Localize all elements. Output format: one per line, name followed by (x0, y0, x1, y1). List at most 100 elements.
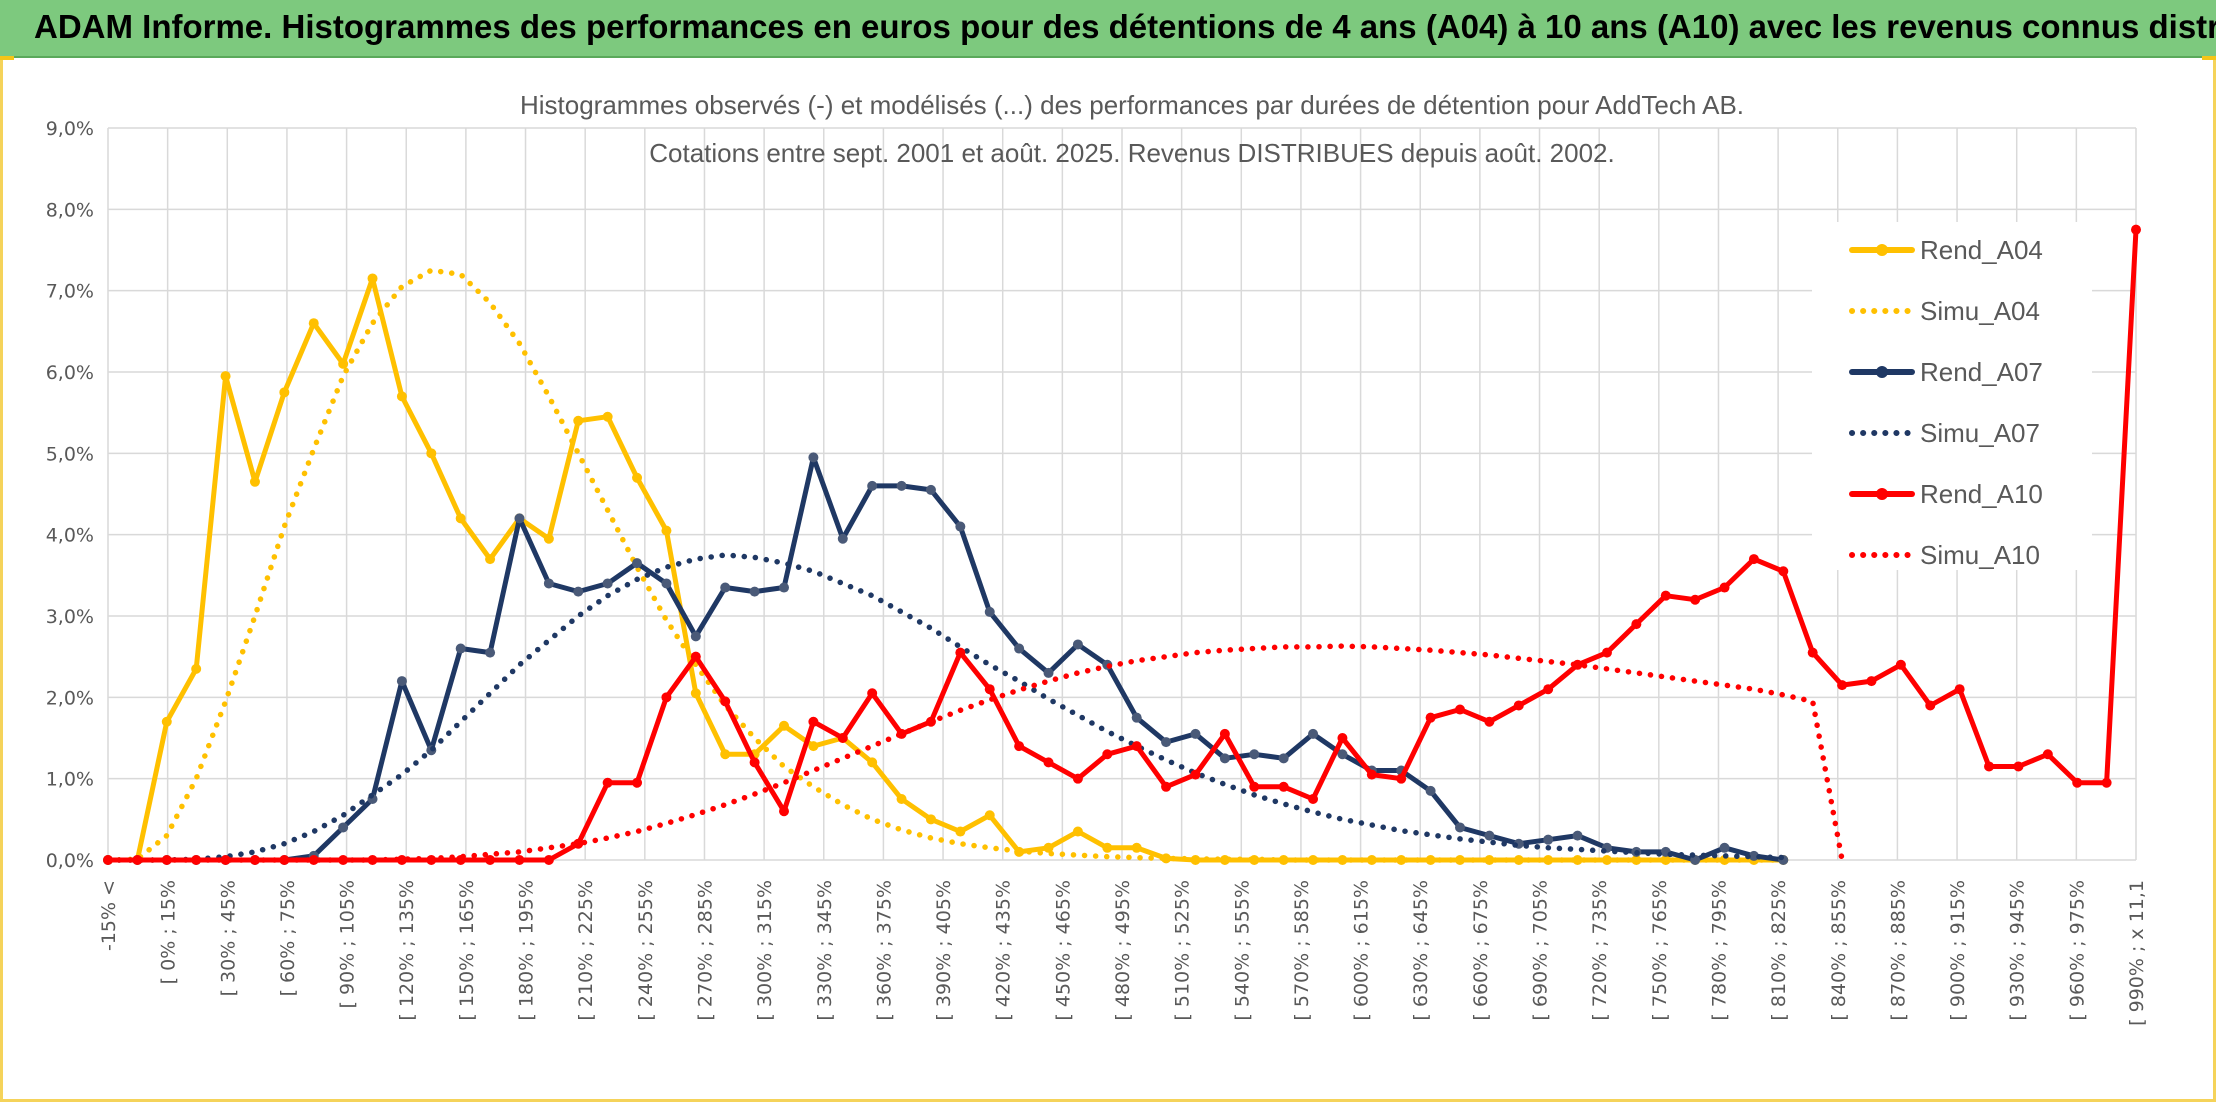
data-point (1337, 749, 1348, 760)
data-point (632, 472, 643, 483)
data-point (455, 643, 466, 654)
data-point (1337, 733, 1348, 743)
x-tick-label: [ 450% ; 465% (1052, 880, 1074, 1021)
x-tick-label: -15% < (98, 880, 120, 951)
legend-box (1812, 222, 2092, 570)
legend-entry: Rend_A07 (1920, 357, 2043, 387)
y-tick-label: 4,0% (46, 525, 94, 547)
x-tick-label: [ 270% ; 285% (694, 880, 716, 1021)
x-tick-label: [ 120% ; 135% (396, 880, 418, 1021)
data-point (220, 855, 231, 865)
x-tick-label: [ 660% ; 675% (1470, 880, 1492, 1021)
x-tick-label: [ 0% ; 15% (158, 880, 180, 984)
data-point (1131, 842, 1142, 853)
data-point (2013, 761, 2024, 772)
data-point (426, 448, 437, 459)
x-tick-label: [ 60% ; 75% (277, 880, 299, 996)
data-point (602, 777, 613, 788)
data-point (661, 525, 672, 536)
data-point (690, 688, 701, 699)
data-point (1484, 716, 1495, 727)
series-line-Rend_A04 (105, 276, 1786, 863)
data-point (1190, 728, 1201, 739)
data-point (984, 684, 995, 695)
data-point (1219, 728, 1230, 739)
data-point (925, 814, 936, 825)
x-tick-label: [ 150% ; 165% (456, 880, 478, 1021)
data-point (1043, 667, 1054, 678)
data-point (367, 273, 378, 284)
x-tick-label: [ 870% ; 885% (1887, 880, 1909, 1021)
data-point (984, 606, 995, 617)
data-point (749, 586, 760, 597)
x-tick-label: [ 180% ; 195% (516, 880, 538, 1021)
data-point (779, 582, 789, 593)
data-point (1308, 794, 1319, 804)
data-point (573, 586, 584, 597)
data-point (2072, 777, 2083, 788)
data-point (396, 676, 407, 687)
x-tick-label: [ 810% ; 825% (1768, 880, 1790, 1021)
data-point (1102, 749, 1113, 760)
x-tick-label: [ 960% ; 975% (2066, 880, 2088, 1021)
legend-entry: Rend_A04 (1920, 235, 2043, 265)
data-point (1072, 826, 1083, 837)
x-tick-label: [ 30% ; 45% (217, 880, 239, 996)
data-point (867, 480, 878, 491)
legend-entry: Rend_A10 (1920, 479, 2043, 509)
data-point (779, 806, 789, 817)
data-point (573, 415, 584, 426)
data-point (1513, 700, 1524, 711)
data-point (690, 651, 701, 662)
data-point (1014, 643, 1025, 654)
data-point (1484, 855, 1495, 865)
data-point (1249, 749, 1260, 760)
report-title: ADAM Informe. Histogrammes des performan… (34, 8, 2216, 45)
data-point (338, 822, 349, 833)
data-point (573, 838, 584, 849)
data-point (1161, 737, 1172, 748)
data-point (308, 855, 319, 865)
data-point (632, 777, 643, 788)
y-tick-label: 1,0% (46, 769, 94, 791)
x-tick-label: [ 240% ; 255% (635, 880, 657, 1021)
x-tick-label: [ 780% ; 795% (1708, 880, 1730, 1021)
x-tick-label: [ 510% ; 525% (1172, 880, 1194, 1021)
corner-accent (0, 56, 14, 60)
data-point (2042, 749, 2053, 760)
legend-entry: Simu_A07 (1920, 418, 2040, 448)
data-point (749, 757, 760, 768)
data-point (896, 480, 907, 491)
x-tick-label: [ 420% ; 435% (993, 880, 1015, 1021)
data-point (1866, 676, 1877, 687)
data-point (191, 663, 202, 674)
data-point (1690, 594, 1701, 605)
data-point (1072, 639, 1083, 650)
data-point (1366, 769, 1377, 780)
data-point (661, 692, 672, 703)
data-point (1396, 855, 1407, 865)
data-point (1660, 855, 1671, 865)
x-tick-label: [ 900% ; 915% (1947, 880, 1969, 1021)
y-tick-label: 6,0% (46, 362, 94, 384)
data-point (1719, 842, 1730, 853)
data-point (1895, 659, 1906, 670)
data-point (2101, 777, 2112, 788)
data-point (661, 578, 672, 589)
data-point (1572, 855, 1583, 865)
corner-accent (2202, 56, 2216, 60)
x-tick-label: [ 930% ; 945% (2007, 880, 2029, 1021)
series-line-Simu_A04 (105, 267, 1787, 863)
x-tick-label: [ 300% ; 315% (754, 880, 776, 1021)
data-point (1278, 781, 1289, 792)
data-point (867, 688, 878, 699)
data-point (1425, 712, 1436, 723)
data-point (1308, 855, 1319, 865)
x-tick-label: [ 330% ; 345% (814, 880, 836, 1021)
data-point (485, 647, 496, 658)
data-point (1131, 741, 1142, 752)
data-point (514, 855, 525, 865)
data-point (1072, 773, 1083, 784)
chart-title-line-2: Cotations entre sept. 2001 et août. 2025… (649, 138, 1615, 168)
data-point (1631, 619, 1642, 630)
